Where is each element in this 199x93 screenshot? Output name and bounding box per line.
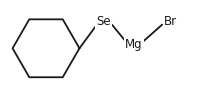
Text: Br: Br [164, 15, 177, 28]
Text: Mg: Mg [125, 38, 143, 51]
Text: Se: Se [96, 15, 111, 28]
